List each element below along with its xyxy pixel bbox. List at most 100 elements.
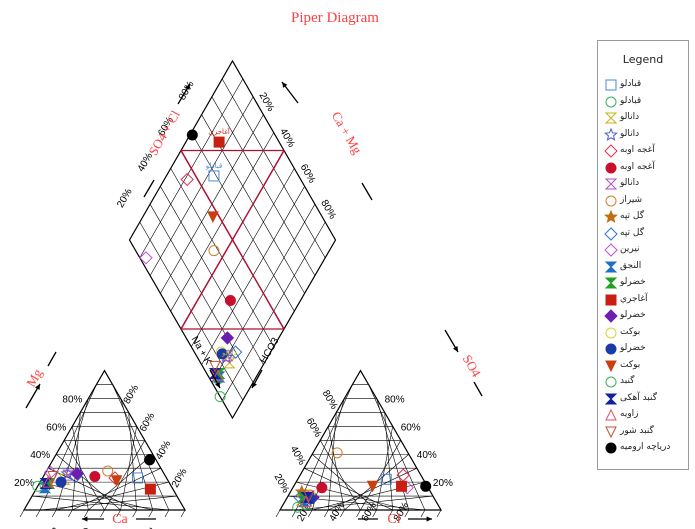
arrow-na-k xyxy=(209,369,221,389)
legend-entry: دانالو xyxy=(604,127,688,144)
legend-entry: دانالو xyxy=(604,110,688,127)
grid-line xyxy=(56,454,121,511)
legend-label: آغجه اوبه xyxy=(620,145,655,155)
legend-marker-icon xyxy=(604,309,618,323)
marker-shape xyxy=(316,482,328,494)
legend-entry: خضرلو xyxy=(604,341,688,358)
marker-shape xyxy=(42,476,54,488)
legend-marker xyxy=(604,210,618,223)
marker-shape xyxy=(604,243,618,257)
axis-label-cl: Cl xyxy=(387,512,400,527)
tick-label-nak: 40% xyxy=(154,439,174,462)
point-cation xyxy=(55,476,67,488)
marker-shape xyxy=(380,473,392,485)
legend-label: آغجه اوبه xyxy=(620,161,655,172)
legend-marker xyxy=(604,112,618,124)
marker-shape xyxy=(604,226,618,241)
marker-shape xyxy=(396,480,408,492)
legend-marker-icon xyxy=(604,261,618,272)
legend-marker xyxy=(604,178,618,190)
legend-marker-icon xyxy=(604,393,618,404)
marker-shape xyxy=(605,376,617,388)
grid-line xyxy=(312,454,377,511)
legend-entry: دریاچه ارومیه xyxy=(604,440,688,457)
tick-label-mg: 80% xyxy=(62,394,82,405)
marker-shape xyxy=(55,476,67,488)
tick-mark xyxy=(436,509,442,518)
legend-marker-icon xyxy=(604,243,618,257)
point-diamond xyxy=(223,357,236,369)
point-anion xyxy=(299,495,312,508)
legend-entry: آغجه اوبه xyxy=(604,143,688,160)
legend-marker-icon xyxy=(605,343,617,355)
tick-label-nak: 80% xyxy=(122,383,142,406)
legend-marker xyxy=(605,327,617,338)
legend-marker-icon xyxy=(605,426,617,438)
legend-marker xyxy=(604,277,618,289)
tick-mark xyxy=(340,509,345,518)
legend-entry: بوكت xyxy=(604,325,688,342)
axis-label-na-k: Na + K xyxy=(189,335,214,368)
marker-shape xyxy=(604,393,618,404)
grid-line xyxy=(63,440,105,511)
point-anion xyxy=(380,473,392,485)
grid-line xyxy=(104,440,146,511)
legend-marker-icon xyxy=(605,408,617,421)
tick-mark xyxy=(356,509,361,518)
diagram-grid xyxy=(19,59,443,518)
axis-labels: Piper Diagram Ca Cl Mg SO4 SO4 + Cl Ca + Mg Na … xyxy=(23,10,484,527)
tick-label-ca: 60% xyxy=(78,526,98,529)
point-diamond xyxy=(209,360,221,373)
marker-shape xyxy=(228,345,243,359)
point-cation xyxy=(47,471,59,483)
legend-label: دریاچه ارومیه xyxy=(620,442,671,452)
grid-line xyxy=(112,384,170,511)
legend-label: دانالو xyxy=(620,112,640,122)
marker-shape xyxy=(132,472,144,484)
axis-label-hco3: HCO3 xyxy=(258,336,282,366)
axis-label-so4: SO4 xyxy=(460,352,485,380)
point-cation xyxy=(144,483,156,495)
marker-shape xyxy=(212,369,224,381)
legend-marker xyxy=(605,426,617,438)
marker-shape xyxy=(605,162,617,173)
point-diamond xyxy=(214,391,226,403)
grid-line xyxy=(120,426,137,511)
point-cation xyxy=(89,471,101,483)
legend-label: دانالو xyxy=(620,178,640,188)
point-cation xyxy=(42,476,54,488)
tick-label-nak: 60% xyxy=(138,411,158,434)
legend-label: خضرلو xyxy=(620,343,646,353)
legend-marker-icon xyxy=(605,96,617,107)
legend-entry: خضرلو xyxy=(604,275,688,292)
tick-label-ca: 20% xyxy=(142,526,162,529)
marker-shape xyxy=(208,170,220,182)
legend-label: قبادلو xyxy=(620,95,642,106)
marker-shape xyxy=(223,357,236,369)
point-diamond xyxy=(208,170,220,182)
tick-mark xyxy=(275,509,281,518)
grid-line xyxy=(128,412,137,511)
tick-mark xyxy=(180,509,186,518)
arrow-head xyxy=(426,516,432,522)
tick-mark xyxy=(51,509,57,518)
point-anion xyxy=(366,480,379,493)
marker-shape xyxy=(605,327,617,338)
arrow-head xyxy=(184,84,190,90)
point-diamond xyxy=(139,251,153,265)
legend-marker xyxy=(604,144,618,158)
tick-label-ca: 40% xyxy=(110,526,130,529)
legend-marker-icon xyxy=(604,127,618,141)
axis-label-ca: Ca xyxy=(112,512,128,527)
tick-label-so4: 40% xyxy=(417,450,437,461)
tick-mark xyxy=(68,509,73,518)
legend-marker xyxy=(604,243,618,257)
point-cation xyxy=(110,475,123,487)
arrow-head xyxy=(282,82,288,88)
legend-entry: نیرین xyxy=(604,242,688,259)
grid-line xyxy=(304,467,393,511)
marker-shape xyxy=(604,127,618,141)
legend-entry: گنبد آهکی xyxy=(604,391,688,408)
piper-diagram: 20%20%80%40%40%60%60%60%40%80%80%20%20%2… xyxy=(14,10,484,529)
marker-shape xyxy=(604,309,618,323)
